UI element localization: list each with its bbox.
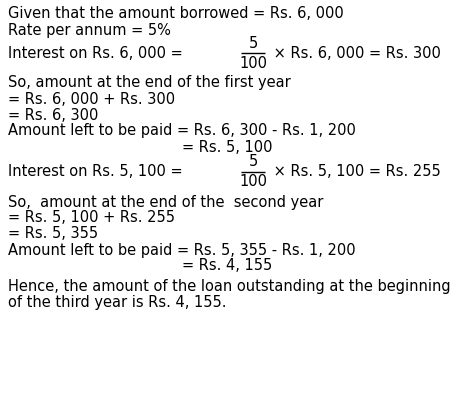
Text: = Rs. 6, 000 + Rs. 300: = Rs. 6, 000 + Rs. 300 [8,92,175,107]
Text: = Rs. 6, 300: = Rs. 6, 300 [8,107,99,123]
Text: So,  amount at the end of the  second year: So, amount at the end of the second year [8,195,323,209]
Text: = Rs. 5, 100 + Rs. 255: = Rs. 5, 100 + Rs. 255 [8,211,175,226]
Text: Interest on Rs. 6, 000 =: Interest on Rs. 6, 000 = [8,45,187,60]
Text: So, amount at the end of the first year: So, amount at the end of the first year [8,76,291,90]
Text: 100: 100 [239,174,267,189]
Text: = Rs. 5, 100: = Rs. 5, 100 [182,140,273,154]
Text: Given that the amount borrowed = Rs. 6, 000: Given that the amount borrowed = Rs. 6, … [8,6,344,21]
Text: Hence, the amount of the loan outstanding at the beginning: Hence, the amount of the loan outstandin… [8,279,451,293]
Text: 5: 5 [249,35,258,51]
Text: of the third year is Rs. 4, 155.: of the third year is Rs. 4, 155. [8,295,226,310]
Text: 100: 100 [240,55,268,70]
Text: 5: 5 [248,154,258,170]
Text: = Rs. 5, 355: = Rs. 5, 355 [8,226,98,242]
Text: Amount left to be paid = Rs. 6, 300 - Rs. 1, 200: Amount left to be paid = Rs. 6, 300 - Rs… [8,123,356,139]
Text: × Rs. 5, 100 = Rs. 255: × Rs. 5, 100 = Rs. 255 [269,164,441,179]
Text: × Rs. 6, 000 = Rs. 300: × Rs. 6, 000 = Rs. 300 [269,45,441,60]
Text: = Rs. 4, 155: = Rs. 4, 155 [182,258,272,273]
Text: Amount left to be paid = Rs. 5, 355 - Rs. 1, 200: Amount left to be paid = Rs. 5, 355 - Rs… [8,242,356,258]
Text: Rate per annum = 5%: Rate per annum = 5% [8,23,171,37]
Text: Interest on Rs. 5, 100 =: Interest on Rs. 5, 100 = [8,164,187,179]
